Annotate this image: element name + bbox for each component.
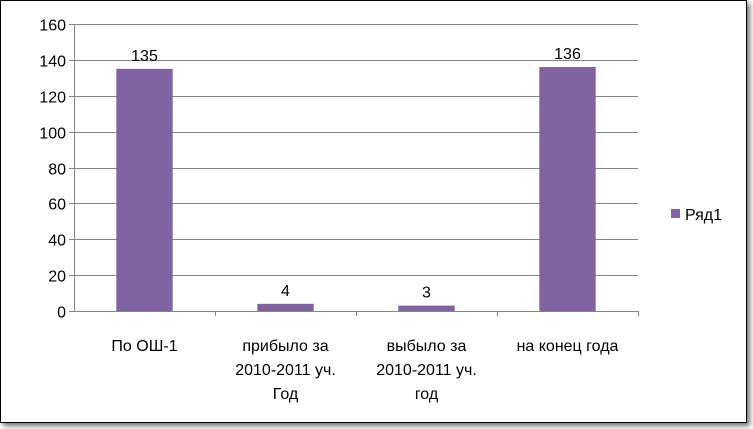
x-tick-label: на конец года: [517, 338, 619, 355]
y-tick-label: 20: [48, 269, 66, 286]
data-label: 4: [281, 283, 290, 300]
data-label: 3: [422, 285, 431, 302]
y-tick-label: 40: [48, 233, 66, 250]
y-tick-label: 160: [39, 18, 66, 35]
y-tick-label: 60: [48, 197, 66, 214]
y-tick-label: 100: [39, 126, 66, 143]
x-tick-label: 2010-2011 уч.: [235, 362, 336, 379]
legend: Ряд1: [671, 207, 722, 224]
x-tick-label: прибыло за: [242, 338, 328, 355]
data-label: 135: [131, 48, 158, 65]
y-tick-label: 0: [57, 305, 66, 322]
x-tick-label: 2010-2011 уч.: [376, 362, 477, 379]
y-tick-labels: 0 20 40 60 80 100 120 140 160: [39, 18, 66, 322]
bar: [116, 68, 173, 311]
y-tick-label: 80: [48, 162, 66, 179]
bar: [539, 67, 596, 311]
x-tick-labels: По ОШ-1 прибыло за 2010-2011 уч. Год выбыло …: [111, 338, 618, 403]
bar: [257, 303, 314, 311]
data-label: 136: [554, 46, 581, 63]
x-tick-label: Год: [273, 386, 299, 403]
y-tick-label: 140: [39, 54, 66, 71]
x-tick-label: год: [415, 386, 439, 403]
x-tick-label: По ОШ-1: [111, 338, 177, 355]
bar: [398, 305, 455, 311]
legend-label: Ряд1: [685, 207, 722, 224]
legend-swatch: [671, 209, 680, 218]
data-labels: 135 4 3 136: [131, 46, 581, 302]
y-tick-label: 120: [39, 90, 66, 107]
bars: [116, 67, 596, 311]
x-tick-label: выбыло за: [387, 338, 467, 355]
axes: [69, 24, 639, 316]
